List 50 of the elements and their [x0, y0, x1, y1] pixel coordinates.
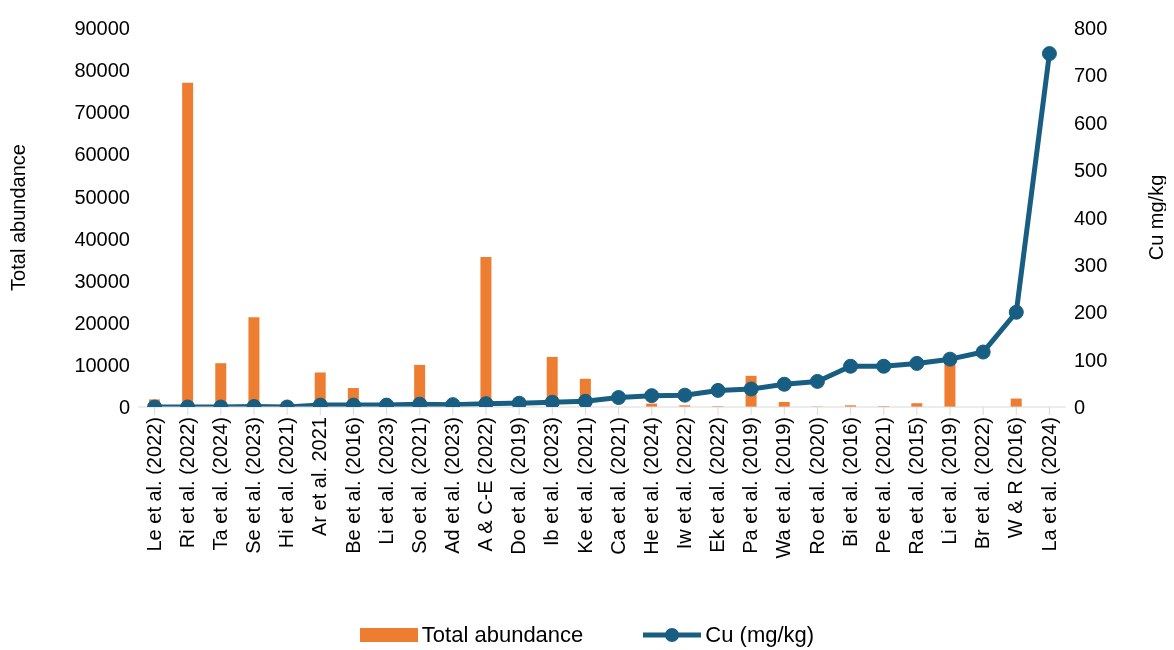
y-tick-label: 70000: [74, 101, 130, 124]
y-tick-label: 80000: [74, 59, 130, 82]
y2-tick-label: 200: [1074, 301, 1108, 324]
legend-label: Cu (mg/kg): [705, 622, 815, 648]
y-tick-label: 40000: [74, 227, 130, 250]
y2-tick-label: 600: [1074, 111, 1108, 134]
x-tick-label: Wa et al. (2019): [772, 417, 795, 559]
x-tick-label: Br et al. (2022): [971, 417, 994, 550]
y2-tick-label: 700: [1074, 64, 1108, 87]
x-tick-label: Ek et al. (2022): [706, 417, 729, 553]
x-tick-label: Be et al. (2016): [341, 417, 364, 554]
x-tick-label: Ro et al. (2020): [805, 417, 828, 555]
y-tick-label: 10000: [74, 353, 130, 376]
y-tick-label: 90000: [74, 17, 130, 40]
y-tick-label: 20000: [74, 311, 130, 334]
x-tick-label: Iw et al. (2022): [673, 417, 696, 550]
x-tick-label: Hi et al. (2021): [275, 417, 298, 549]
x-tick-label: Ta et al. (2024): [209, 417, 232, 551]
y-tick-label: 60000: [74, 143, 130, 166]
x-tick-label: Ib et al. (2023): [540, 417, 563, 546]
x-tick-label: He et al. (2024): [639, 417, 662, 555]
x-tick-label: Pe et al. (2021): [871, 417, 894, 554]
x-tick-label: Ar et al. 2021: [308, 417, 331, 536]
x-tick-label: Bi et al. (2016): [838, 417, 861, 548]
x-tick-label: Ca et al. (2021): [606, 417, 629, 555]
x-tick-label: Li et al. (2023): [374, 417, 397, 545]
x-tick-label: A & C-E (2022): [474, 417, 497, 552]
x-tick-label: Ri et al. (2022): [175, 417, 198, 549]
y2-tick-label: 0: [1074, 396, 1086, 419]
x-tick-label: Ke et al. (2021): [573, 417, 596, 554]
x-tick-label: Pa et al. (2019): [739, 417, 762, 554]
x-tick-label: Ad et al. (2023): [441, 417, 464, 554]
x-tick-label: W & R (2016): [1004, 417, 1027, 539]
y2-tick-label: 400: [1074, 206, 1108, 229]
x-tick-label: So et al. (2021): [407, 417, 430, 554]
y-tick-label: 0: [118, 396, 130, 419]
y2-tick-label: 800: [1074, 17, 1108, 40]
y-tick-label: 50000: [74, 185, 130, 208]
x-tick-label: Li et al. (2019): [938, 417, 961, 545]
x-tick-label: Ra et al. (2015): [905, 417, 928, 555]
x-tick-label: Le et al. (2022): [142, 417, 165, 552]
y2-tick-label: 500: [1074, 159, 1108, 182]
x-tick-label: La et al. (2024): [1037, 417, 1060, 552]
x-tick-label: Do et al. (2019): [507, 417, 530, 555]
legend-label: Total abundance: [421, 622, 584, 648]
y2-tick-label: 100: [1074, 348, 1108, 371]
y2-tick-label: 300: [1074, 253, 1108, 276]
x-tick-label: Se et al. (2023): [242, 417, 265, 554]
y-tick-label: 30000: [74, 269, 130, 292]
y-axis-title: Total abundance: [7, 144, 30, 291]
